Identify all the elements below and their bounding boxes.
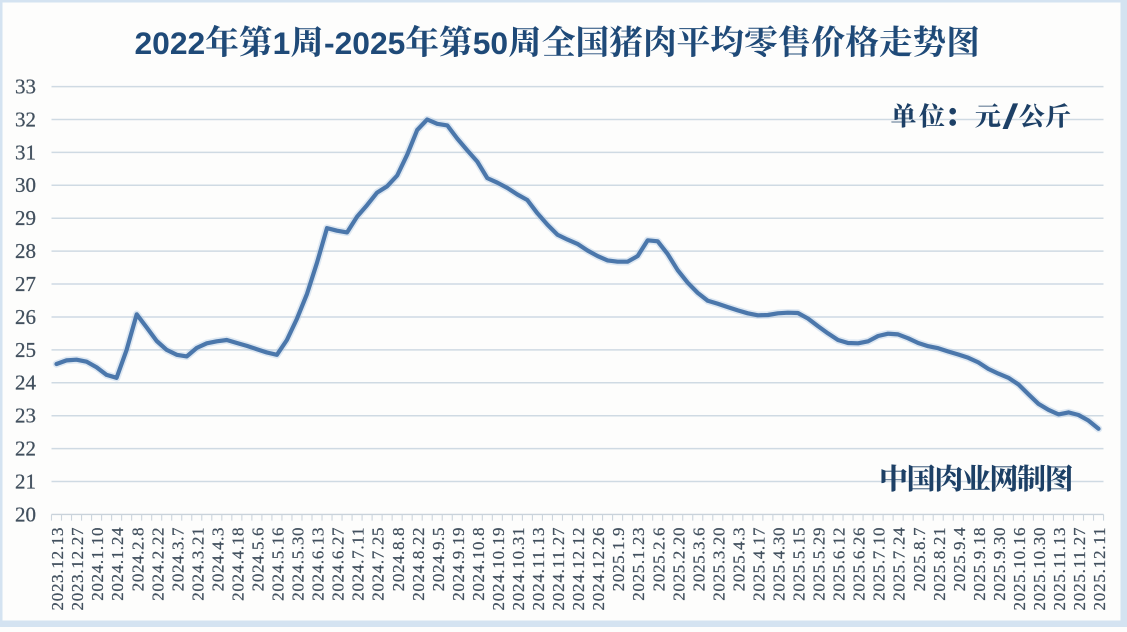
svg-text:2023.12.13: 2023.12.13	[48, 528, 67, 611]
svg-text:2025.3.6: 2025.3.6	[689, 528, 708, 592]
svg-text:2025.7.24: 2025.7.24	[890, 527, 909, 601]
svg-text:2024.10.19: 2024.10.19	[489, 528, 508, 611]
svg-text:2025.10.30: 2025.10.30	[1030, 528, 1049, 611]
svg-text:20: 20	[15, 502, 36, 526]
svg-text:28: 28	[15, 239, 36, 263]
svg-text:2025.11.27: 2025.11.27	[1070, 527, 1089, 611]
svg-text:2024.12.26: 2024.12.26	[589, 528, 608, 611]
svg-text:2023.12.27: 2023.12.27	[68, 527, 87, 611]
svg-text:33: 33	[15, 75, 36, 99]
svg-text:2025.9.4: 2025.9.4	[950, 527, 969, 591]
svg-text:1: 1	[273, 25, 291, 61]
svg-text:2024.9.5: 2024.9.5	[429, 528, 448, 592]
svg-text:26: 26	[15, 305, 36, 329]
svg-text:2025.11.13: 2025.11.13	[1050, 528, 1069, 611]
svg-text:2024.2.8: 2024.2.8	[128, 528, 147, 592]
svg-text:22: 22	[15, 437, 36, 461]
svg-text:2024.10.8: 2024.10.8	[469, 528, 488, 601]
svg-text:2024.5.6: 2024.5.6	[249, 528, 268, 592]
svg-text:2025.3.20: 2025.3.20	[709, 528, 728, 601]
svg-text:2024.2.22: 2024.2.22	[148, 528, 167, 601]
svg-text:2025.8.7: 2025.8.7	[910, 527, 929, 591]
svg-text:2025.7.10: 2025.7.10	[870, 528, 889, 601]
svg-text:2025.5.29: 2025.5.29	[810, 528, 829, 601]
svg-text:2024.1.24: 2024.1.24	[108, 527, 127, 601]
svg-text:50: 50	[473, 25, 508, 61]
svg-text:23: 23	[15, 404, 36, 428]
svg-text:2025.5.15: 2025.5.15	[790, 528, 809, 601]
svg-text:2025.4.30: 2025.4.30	[770, 528, 789, 601]
svg-text:2024.6.13: 2024.6.13	[309, 528, 328, 601]
svg-text:2025.2.6: 2025.2.6	[649, 528, 668, 592]
svg-text:2024.11.27: 2024.11.27	[549, 527, 568, 611]
svg-text:2025.6.12: 2025.6.12	[830, 528, 849, 601]
svg-text:24: 24	[15, 371, 37, 395]
svg-text:29: 29	[15, 206, 36, 230]
svg-text:32: 32	[15, 107, 36, 131]
svg-text:2024.9.19: 2024.9.19	[449, 528, 468, 601]
svg-text:2024.5.16: 2024.5.16	[269, 528, 288, 601]
svg-text:2024.8.8: 2024.8.8	[389, 528, 408, 592]
svg-text:2022: 2022	[135, 25, 206, 61]
svg-text:-2025: -2025	[324, 25, 405, 61]
svg-text:2024.4.3: 2024.4.3	[208, 528, 227, 592]
svg-text:2025.2.20: 2025.2.20	[669, 528, 688, 601]
svg-text:2024.11.13: 2024.11.13	[529, 528, 548, 611]
svg-text:2024.8.22: 2024.8.22	[409, 528, 428, 601]
svg-text:2025.1.23: 2025.1.23	[629, 528, 648, 601]
svg-text:2025.10.16: 2025.10.16	[1010, 528, 1029, 611]
svg-text:2025.4.17: 2025.4.17	[750, 527, 769, 601]
svg-text:2024.5.30: 2024.5.30	[289, 528, 308, 601]
svg-text:2025.9.18: 2025.9.18	[970, 528, 989, 601]
svg-text:31: 31	[15, 140, 36, 164]
svg-text:27: 27	[15, 272, 36, 296]
svg-text:2024.3.21: 2024.3.21	[188, 528, 207, 601]
svg-text:2025.12.11: 2025.12.11	[1090, 528, 1109, 611]
svg-text:2025.1.9: 2025.1.9	[609, 528, 628, 592]
svg-text:2024.1.10: 2024.1.10	[88, 528, 107, 601]
svg-text:2024.7.25: 2024.7.25	[369, 528, 388, 601]
svg-text:2024.7.11: 2024.7.11	[349, 528, 368, 601]
svg-text:2024.3.7: 2024.3.7	[168, 527, 187, 591]
svg-text:2024.6.27: 2024.6.27	[329, 527, 348, 601]
svg-text:2024.4.18: 2024.4.18	[229, 528, 248, 601]
svg-text:25: 25	[15, 338, 36, 362]
svg-text:2025.9.30: 2025.9.30	[990, 528, 1009, 601]
svg-text:2024.12.12: 2024.12.12	[569, 528, 588, 611]
svg-text:2024.10.31: 2024.10.31	[509, 528, 528, 611]
svg-text:2025.6.26: 2025.6.26	[850, 528, 869, 601]
svg-text:30: 30	[15, 173, 36, 197]
svg-text:2025.4.3: 2025.4.3	[729, 528, 748, 592]
svg-text:2025.8.21: 2025.8.21	[930, 528, 949, 601]
svg-text:21: 21	[15, 469, 36, 493]
